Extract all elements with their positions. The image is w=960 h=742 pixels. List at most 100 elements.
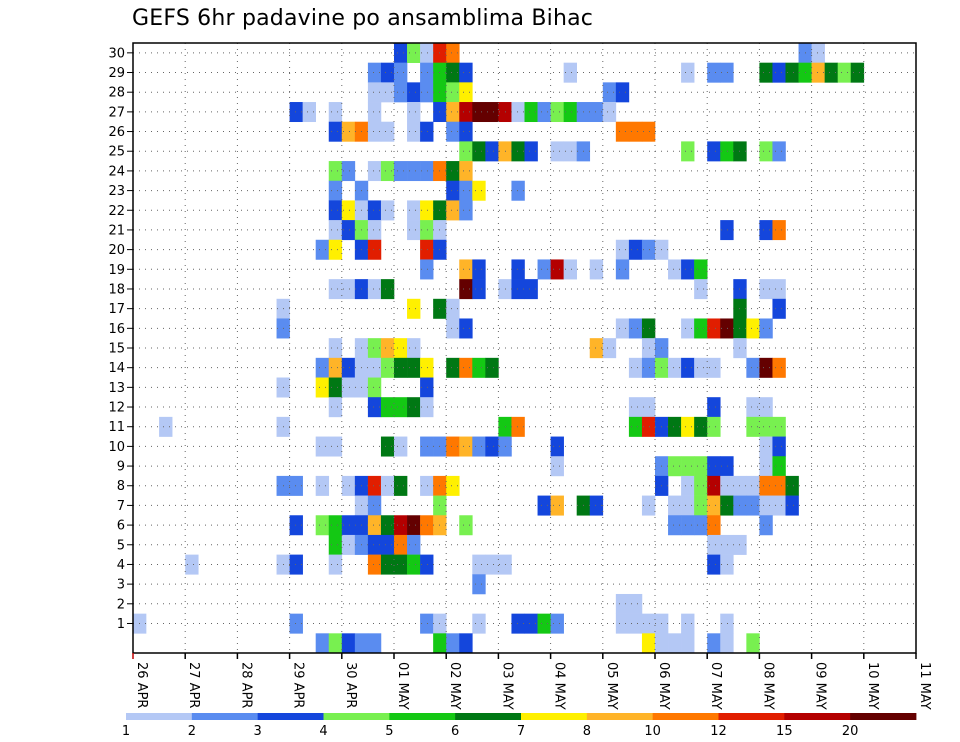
precip-cell <box>694 475 708 496</box>
colorbar-swatch <box>850 713 917 720</box>
x-tick-label: 11 MAY <box>917 662 932 710</box>
precip-cell <box>668 495 682 516</box>
precip-cell <box>694 515 708 536</box>
precip-cell <box>315 475 330 496</box>
precip-cell <box>459 180 473 201</box>
precip-cell <box>759 416 773 437</box>
y-axis: 1234567891011121314151617181920212223242… <box>108 46 133 632</box>
colorbar-label: 2 <box>188 724 196 739</box>
precip-cell <box>681 318 695 339</box>
precip-cell <box>367 633 382 654</box>
precip-cell <box>524 613 538 634</box>
precip-cell <box>602 102 617 123</box>
precip-cell <box>446 82 460 103</box>
precip-cell <box>420 475 434 496</box>
precip-cell <box>668 633 682 654</box>
precip-cell <box>446 633 460 654</box>
y-tick-label: 6 <box>117 519 125 534</box>
precip-cell <box>694 318 708 339</box>
precip-cell <box>681 62 695 83</box>
precip-cell <box>694 495 708 516</box>
x-tick-label: 10 MAY <box>865 662 880 710</box>
precip-cell <box>628 357 643 378</box>
y-tick-label: 22 <box>108 204 125 219</box>
precip-cell <box>446 436 460 457</box>
precip-cell <box>289 554 303 575</box>
precip-cell <box>759 141 773 162</box>
precip-cell <box>446 62 460 83</box>
precip-cell <box>759 456 773 477</box>
precip-cell <box>472 574 486 595</box>
colorbar-swatch <box>586 713 654 720</box>
precip-cell <box>668 456 682 477</box>
colorbar-swatch <box>521 713 588 720</box>
colorbar-label: 12 <box>710 724 727 739</box>
x-tick-label: 30 APR <box>343 662 358 708</box>
precip-cell <box>367 121 382 142</box>
precip-cell <box>707 62 721 83</box>
precip-cell <box>394 357 408 378</box>
precip-cell <box>315 515 330 536</box>
precip-cell <box>394 62 408 83</box>
precip-cell <box>615 593 630 614</box>
precip-cell <box>681 515 695 536</box>
precip-cell <box>328 161 343 182</box>
precip-cell <box>341 161 356 182</box>
precip-cell <box>394 515 408 536</box>
y-tick-label: 1 <box>117 617 125 632</box>
precip-cell <box>446 180 460 201</box>
precip-cell <box>746 633 760 654</box>
precip-cell <box>367 279 382 300</box>
precip-cell <box>367 554 382 575</box>
y-tick-label: 14 <box>108 361 125 376</box>
y-tick-label: 17 <box>108 302 125 317</box>
precip-cell <box>811 43 825 63</box>
precip-cell <box>537 259 551 280</box>
precip-cell <box>367 220 382 241</box>
precip-cell <box>420 220 434 241</box>
precip-cell <box>341 475 356 496</box>
precip-cell <box>367 397 382 418</box>
precip-cell <box>302 102 316 123</box>
precip-cell <box>537 495 551 516</box>
precip-cell <box>328 397 343 418</box>
precip-cell <box>759 357 773 378</box>
precip-cell <box>420 554 434 575</box>
colorbar-swatch <box>784 713 851 720</box>
y-tick-label: 4 <box>117 558 125 573</box>
colorbar-swatch <box>257 713 324 720</box>
precip-cell <box>289 613 303 634</box>
precip-cell <box>341 279 356 300</box>
y-tick-label: 16 <box>108 322 125 337</box>
precip-cell <box>511 416 525 437</box>
precip-cell <box>472 102 486 123</box>
precip-cell <box>367 338 382 359</box>
precip-cell <box>341 200 356 221</box>
precip-cell <box>641 416 656 437</box>
precip-cell <box>681 633 695 654</box>
precip-cell <box>394 554 408 575</box>
precip-cell <box>315 436 330 457</box>
precip-cell <box>328 377 343 398</box>
precip-cell <box>681 475 695 496</box>
precip-cell <box>772 357 786 378</box>
colorbar-label: 5 <box>385 724 393 739</box>
precip-cell <box>720 141 734 162</box>
precip-cell <box>407 82 421 103</box>
precip-cell <box>420 377 434 398</box>
precip-cell <box>380 338 395 359</box>
precip-cell <box>759 475 773 496</box>
precip-cell <box>459 436 473 457</box>
precip-cell <box>367 82 382 103</box>
precip-cell <box>681 416 695 437</box>
precip-cell <box>446 357 460 378</box>
precip-cell <box>446 475 460 496</box>
precip-cell <box>785 495 799 516</box>
precip-cell <box>720 220 734 241</box>
precip-cell <box>772 456 786 477</box>
precip-cell <box>459 121 473 142</box>
y-tick-label: 10 <box>108 440 125 455</box>
colorbar-label: 4 <box>319 724 327 739</box>
x-axis: 26 APR 27 APR 28 APR 29 APR 30 APR 01 MAY 02 M… <box>132 653 932 710</box>
